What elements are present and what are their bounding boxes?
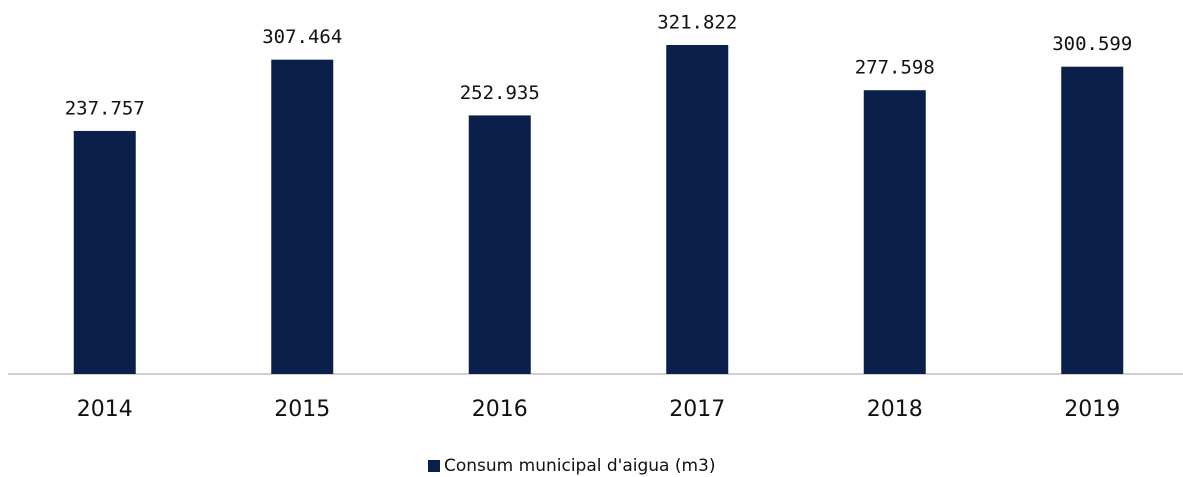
value-label: 321.822 [657,12,737,34]
x-tick-label: 2015 [274,397,330,422]
value-label: 307.464 [262,26,342,48]
bar [73,130,136,374]
legend-label: Consum municipal d'aigua (m3) [444,456,716,476]
legend-swatch [428,460,440,472]
value-label: 237.757 [65,97,145,119]
value-label: 300.599 [1052,33,1132,55]
bar [271,59,334,374]
x-tick-label: 2014 [77,397,133,422]
bar [1061,66,1124,375]
x-tick-label: 2016 [472,397,528,422]
bar [863,90,926,374]
value-label: 277.598 [855,57,935,79]
x-tick-label: 2018 [867,397,923,422]
bar [666,45,729,374]
bar [468,115,531,375]
x-tick-label: 2017 [669,397,725,422]
value-label: 252.935 [460,82,540,104]
x-tick-label: 2019 [1064,397,1120,422]
